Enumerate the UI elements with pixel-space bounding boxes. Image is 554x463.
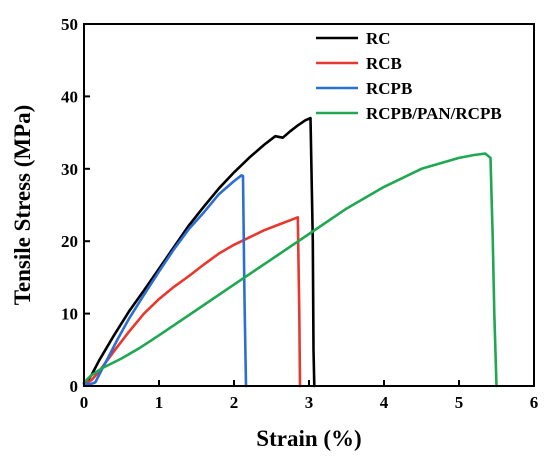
x-axis-title: Strain (%) (256, 426, 361, 451)
x-tick-label: 3 (305, 393, 314, 412)
y-tick-label: 0 (70, 377, 79, 396)
y-tick-label: 20 (61, 232, 78, 251)
y-tick-label: 30 (61, 160, 78, 179)
x-tick-label: 4 (380, 393, 389, 412)
legend-label: RCB (366, 54, 402, 73)
x-tick-label: 6 (530, 393, 539, 412)
x-tick-label: 5 (455, 393, 464, 412)
series-curves (82, 116, 498, 388)
legend-label: RCPB/PAN/RCPB (366, 104, 502, 123)
axis-ticks: 0 1 2 3 4 5 6 0 10 20 30 40 50 (61, 15, 538, 412)
series-line-rcpb-pan-rcpb (82, 152, 498, 388)
x-tick-label: 0 (80, 393, 89, 412)
y-axis-title: Tensile Stress (MPa) (10, 105, 35, 306)
series-line-rcpb (82, 174, 248, 388)
plot-frame (83, 23, 535, 387)
legend: RC RCB RCPB RCPB/PAN/RCPB (316, 29, 502, 123)
y-tick-label: 40 (61, 87, 78, 106)
series-line-rcb (82, 216, 302, 388)
x-tick-label: 2 (230, 393, 239, 412)
legend-label: RC (366, 29, 391, 48)
y-tick-label: 10 (61, 305, 78, 324)
y-tick-label: 50 (61, 15, 78, 34)
series-line-rc (85, 116, 316, 388)
legend-label: RCPB (366, 79, 412, 98)
x-tick-label: 1 (155, 393, 164, 412)
